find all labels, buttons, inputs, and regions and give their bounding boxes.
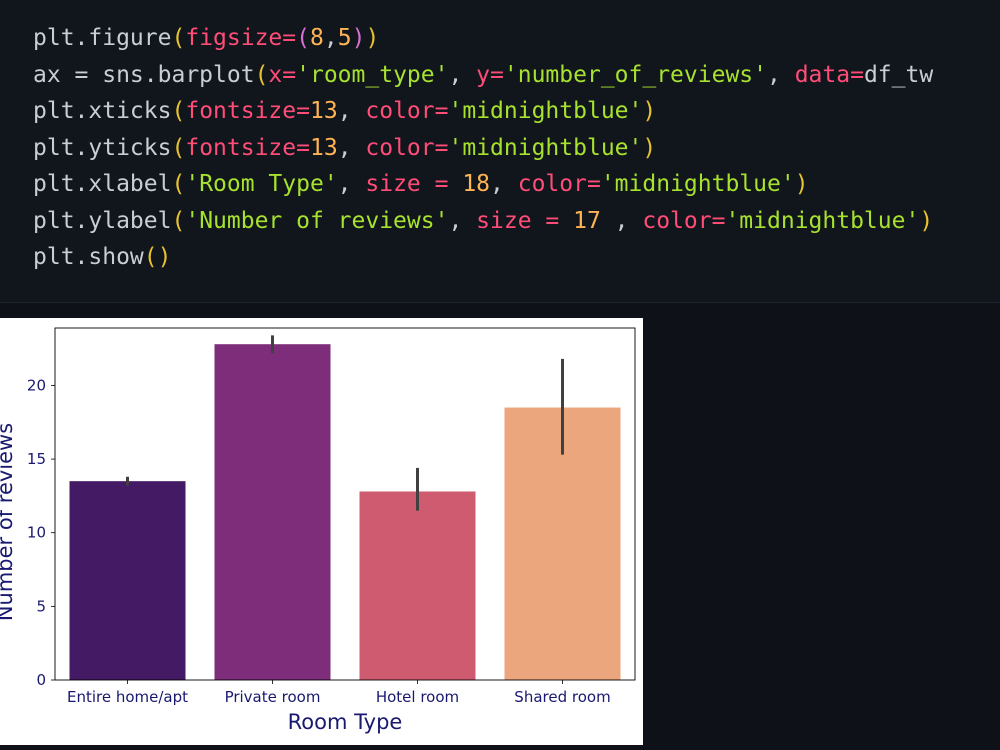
code-token: = (711, 207, 726, 234)
x-tick-label: Entire home/apt (67, 688, 188, 706)
code-token: = (296, 98, 310, 124)
code-token: 18 (462, 171, 491, 197)
code-cell[interactable]: plt.figure(figsize=(8,5)) ax = sns.barplo… (0, 0, 1000, 302)
code-token: = (420, 171, 463, 197)
code-token: ) (794, 171, 809, 197)
code-token: 'Number of reviews' (185, 207, 449, 234)
code-token: plt.yticks (33, 134, 172, 161)
code-token: x (268, 61, 283, 88)
code-token: data (794, 61, 851, 88)
chart-output: 0 5 10 15 20 Entire home/apt Private room Hote… (0, 318, 643, 745)
code-token: = (531, 207, 574, 234)
code-token: fontsize (185, 134, 297, 161)
code-token: ( (171, 98, 186, 124)
code-token: ) (351, 25, 366, 51)
bar-chart: 0 5 10 15 20 Entire home/apt Private room Hote… (0, 327, 636, 734)
code-token: = (434, 134, 449, 161)
code-token: = (434, 98, 449, 124)
code-token: () (143, 244, 172, 270)
x-axis-ticks: Entire home/apt Private room Hotel room Sha… (67, 680, 611, 706)
code-token: color (365, 98, 435, 124)
cell-divider (0, 302, 1000, 303)
y-tick-label: 15 (27, 450, 46, 468)
code-token: size (476, 207, 532, 234)
code-token: ( (254, 61, 269, 88)
code-token: df_tw (863, 61, 934, 88)
y-tick-label: 10 (27, 524, 46, 542)
code-token: , (323, 25, 338, 51)
code-token: 13 (309, 134, 338, 161)
code-token: ( (296, 25, 310, 51)
code-token: = (296, 134, 310, 161)
code-token: 'number_of_reviews' (503, 61, 767, 88)
axes-frame (54, 327, 636, 681)
code-token: ) (919, 207, 934, 234)
code-token: plt.show (33, 244, 144, 270)
code-token: color (642, 207, 712, 234)
code-token: 'midnightblue' (600, 171, 795, 197)
x-tick-label: Hotel room (376, 688, 459, 706)
code-token: color (365, 134, 435, 161)
code-token: = (490, 61, 504, 88)
code-token: plt.figure (33, 25, 172, 51)
code-token: y (476, 61, 491, 88)
x-tick-label: Private room (225, 688, 321, 706)
code-line[interactable]: plt.xlabel('Room Type', size = 18, color… (33, 166, 1000, 203)
code-token: = (586, 171, 601, 197)
bar (214, 344, 331, 680)
plot-area (69, 335, 621, 680)
code-token: 'midnightblue' (448, 134, 643, 161)
code-editor[interactable]: plt.figure(figsize=(8,5)) ax = sns.barplo… (33, 20, 1000, 276)
bar (69, 481, 186, 680)
code-token: fontsize (185, 98, 297, 124)
code-token: 'midnightblue' (725, 207, 920, 234)
code-token: , (448, 61, 477, 88)
code-token: ( (171, 207, 186, 234)
x-axis-label: Room Type (288, 710, 403, 734)
code-token: ) (642, 98, 657, 124)
code-token: , (600, 207, 643, 234)
code-token: 8 (310, 25, 324, 51)
code-token: , (337, 171, 366, 197)
y-tick-label: 5 (36, 597, 46, 615)
code-token: , (490, 171, 518, 197)
code-line[interactable]: plt.ylabel('Number of reviews', size = 1… (33, 203, 1000, 240)
code-token: , (448, 207, 477, 234)
code-line[interactable]: ax = sns.barplot(x='room_type', y='numbe… (33, 57, 1000, 94)
code-token: = (282, 61, 297, 88)
code-token: 'midnightblue' (448, 98, 643, 124)
y-tick-label: 20 (27, 376, 46, 394)
code-token: plt.ylabel (33, 207, 172, 234)
code-token: ) (365, 25, 380, 51)
code-token: 'room_type' (296, 61, 449, 88)
code-token: 5 (337, 25, 352, 51)
code-token: size (365, 171, 421, 197)
code-token: ( (171, 171, 186, 197)
code-token: ( (171, 134, 186, 161)
code-token: , (337, 134, 366, 161)
code-token: = (282, 25, 297, 51)
code-token: color (517, 171, 587, 197)
code-token: figsize (185, 25, 283, 51)
code-token: , (337, 98, 366, 124)
code-token: , (767, 61, 795, 88)
y-tick-label: 0 (36, 671, 46, 689)
code-token: ) (642, 134, 657, 161)
y-axis-ticks: 0 5 10 15 20 (27, 376, 55, 689)
code-token: plt.xlabel (33, 171, 172, 197)
y-axis-label: Number of reviews (0, 423, 17, 621)
code-line[interactable]: plt.figure(figsize=(8,5)) (33, 20, 1000, 57)
code-token: ( (171, 25, 186, 51)
code-token: 'Room Type' (185, 171, 338, 197)
code-line[interactable]: plt.yticks(fontsize=13, color='midnightb… (33, 130, 1000, 167)
x-tick-label: Shared room (514, 688, 610, 706)
code-line[interactable]: plt.xticks(fontsize=13, color='midnightb… (33, 93, 1000, 130)
code-line[interactable]: plt.show() (33, 239, 1000, 276)
code-token: plt.xticks (33, 98, 172, 124)
bar (359, 491, 476, 680)
code-token: 13 (309, 98, 338, 124)
code-token: ax = sns.barplot (33, 61, 255, 88)
code-token: 17 (573, 207, 601, 234)
code-token: = (850, 61, 864, 88)
